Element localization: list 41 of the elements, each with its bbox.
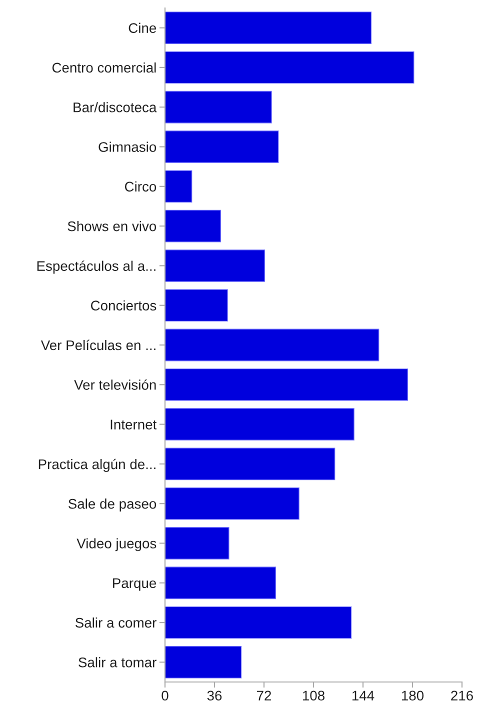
y-tick-label: Shows en vivo xyxy=(68,221,156,232)
bar xyxy=(165,566,276,600)
bar xyxy=(165,448,336,480)
y-tick-label: Cine xyxy=(128,22,156,33)
y-tick-label: Espectáculos al a... xyxy=(37,260,156,274)
bar xyxy=(165,249,266,282)
x-tick-label: 36 xyxy=(207,690,222,701)
x-tick-label: 0 xyxy=(162,690,168,701)
y-tick-label: Gimnasio xyxy=(98,142,156,152)
bar xyxy=(165,646,242,678)
bar xyxy=(165,606,352,639)
bar xyxy=(165,90,272,124)
y-tick-label: Parque xyxy=(113,578,156,591)
x-tick-label: 72 xyxy=(256,690,272,700)
bar xyxy=(165,12,372,44)
x-tick-label: 180 xyxy=(402,690,424,701)
y-tick-label: Centro comercial xyxy=(52,62,156,73)
y-tick-label: Salir a tomar xyxy=(78,657,156,668)
y-tick-label: Ver televisión xyxy=(74,379,156,390)
y-tick-label: Video juegos xyxy=(76,538,156,552)
bar xyxy=(165,289,228,322)
bar xyxy=(165,487,300,520)
y-tick-label: Circo xyxy=(124,181,156,192)
bar xyxy=(165,328,380,362)
x-tick-label: 216 xyxy=(451,690,473,701)
y-tick-label: Sale de paseo xyxy=(68,498,156,512)
bar xyxy=(165,51,414,84)
y-tick-label: Internet xyxy=(110,420,157,430)
bar xyxy=(165,368,408,401)
bar xyxy=(165,170,192,203)
bar xyxy=(165,130,279,163)
x-tick-label: 144 xyxy=(352,690,374,700)
y-tick-label: Ver Películas en ... xyxy=(40,340,156,350)
y-tick-label: Bar/discoteca xyxy=(74,102,157,112)
y-tick-label: Conciertos xyxy=(90,300,156,311)
bar xyxy=(165,527,230,560)
y-tick-label: Salir a comer xyxy=(75,617,156,628)
y-tick-label: Practica algún de... xyxy=(38,458,156,472)
x-tick-label: 108 xyxy=(302,690,324,701)
bar xyxy=(165,408,354,441)
bar xyxy=(165,210,222,242)
